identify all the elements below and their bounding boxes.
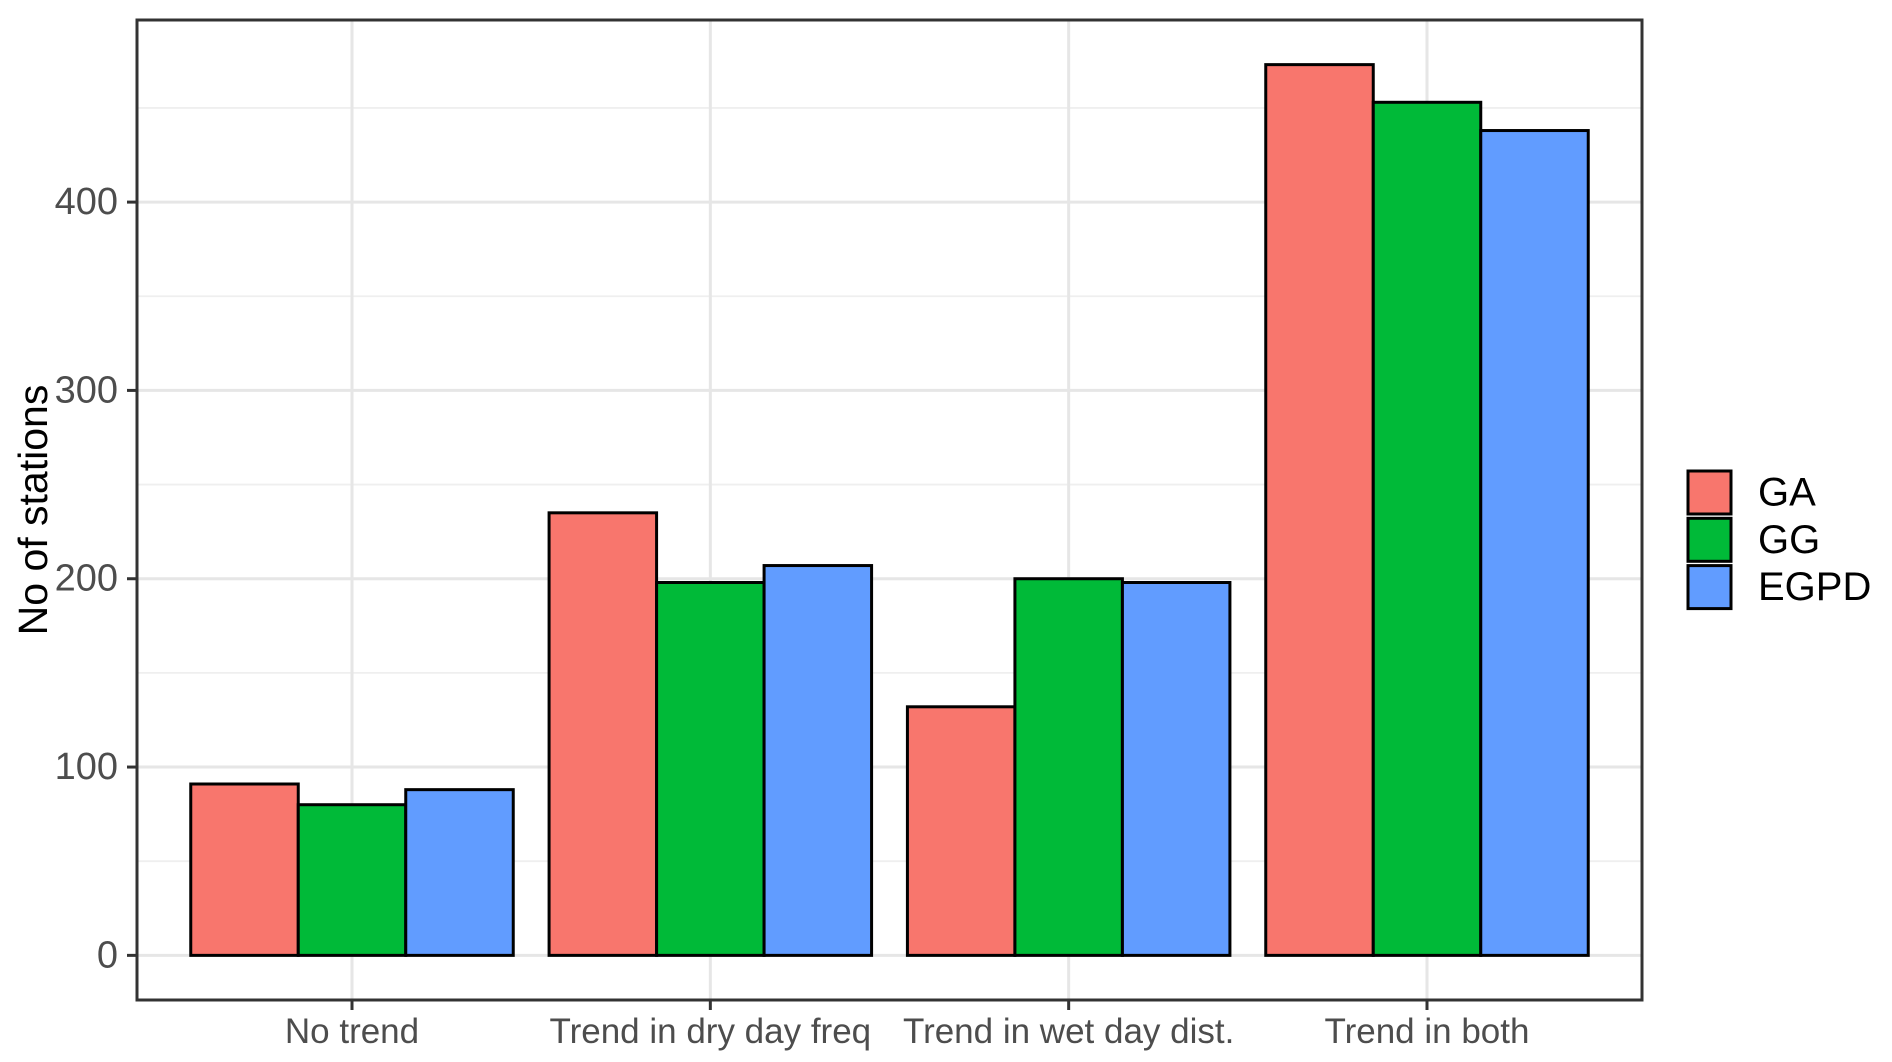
bar-gg-trend-in-dry-day-freq (655, 581, 766, 957)
legend-key-ga (1686, 469, 1733, 516)
bar-egpd-no-trend (404, 788, 515, 957)
legend-label-ga: GA (1758, 471, 1816, 515)
legend-key-gg (1686, 516, 1733, 563)
x-tick-label-trend-in-both: Trend in both (1325, 1012, 1530, 1051)
y-tick-label-300: 300 (55, 369, 118, 411)
y-tick-label-0: 0 (97, 934, 118, 976)
x-tick-label-trend-in-dry-day-freq: Trend in dry day freq (550, 1012, 872, 1051)
bar-ga-trend-in-both (1264, 63, 1375, 957)
bar-gg-trend-in-wet-day-dist (1013, 577, 1124, 957)
x-tick-label-trend-in-wet-day-dist: Trend in wet day dist. (903, 1012, 1234, 1051)
legend-label-gg: GG (1758, 518, 1820, 562)
y-axis-title: No of stations (10, 385, 56, 636)
y-tick-label-400: 400 (55, 181, 118, 223)
bar-egpd-trend-in-wet-day-dist (1120, 581, 1232, 957)
bar-ga-trend-in-dry-day-freq (547, 511, 659, 957)
panel-border (135, 18, 1644, 1002)
x-tick-label-no-trend: No trend (285, 1012, 419, 1051)
y-tick-label-200: 200 (55, 558, 118, 600)
y-tick-label-100: 100 (55, 746, 118, 788)
bar-egpd-trend-in-both (1479, 129, 1590, 957)
legend-label-egpd: EGPD (1758, 565, 1871, 609)
bar-ga-trend-in-wet-day-dist (905, 705, 1017, 957)
bar-egpd-trend-in-dry-day-freq (762, 564, 874, 957)
bar-gg-no-trend (296, 803, 408, 957)
bar-ga-no-trend (189, 782, 300, 957)
legend-key-egpd (1686, 564, 1733, 611)
bar-gg-trend-in-both (1371, 100, 1483, 957)
